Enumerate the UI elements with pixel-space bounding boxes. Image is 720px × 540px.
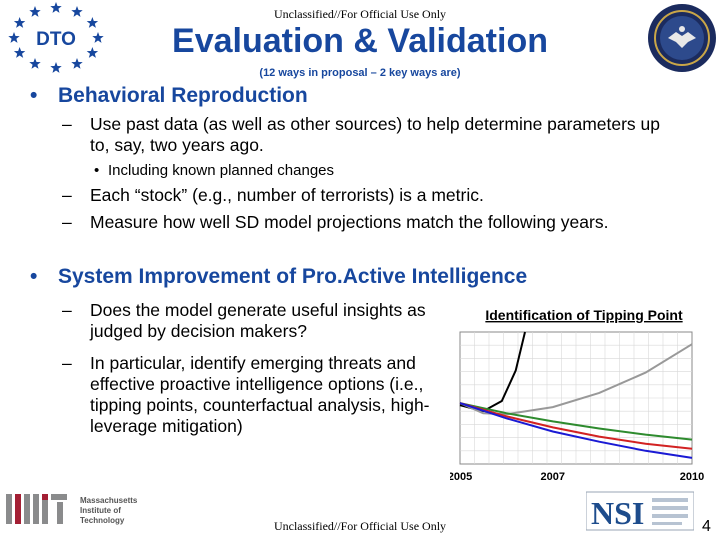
chart-title: Identification of Tipping Point: [485, 307, 683, 323]
bullet-icon: •: [30, 265, 38, 288]
star-icon: [13, 17, 26, 28]
dto-logo: DTO: [8, 2, 104, 73]
x-tick-label: 2005: [450, 471, 472, 483]
series-line-4: [459, 402, 693, 450]
dash-bullet-icon: –: [62, 185, 72, 205]
dash-bullet-icon: –: [62, 114, 72, 134]
star-icon: [13, 47, 26, 58]
mit-logo-line3: Technology: [80, 516, 125, 525]
star-icon: [86, 17, 99, 28]
star-icon: [8, 32, 20, 43]
mit-logo-line1: Massachusetts: [80, 496, 138, 505]
series-line-3: [459, 402, 693, 441]
star-icon: [92, 32, 104, 43]
star-icon: [71, 6, 83, 17]
dto-logo-text: DTO: [36, 29, 76, 50]
x-tick-label: 2010: [680, 471, 704, 483]
section-heading: Behavioral Reproduction: [58, 84, 308, 107]
list-item-text: Use past data (as well as other sources)…: [90, 114, 661, 155]
sub-list-item-text: Including known planned changes: [108, 162, 335, 179]
dash-bullet-icon: –: [62, 212, 72, 232]
series-line-5: [459, 402, 693, 459]
star-icon: [50, 2, 62, 13]
mit-logo: Massachusetts Institute of Technology: [6, 494, 138, 525]
classification-footer: Unclassified//For Official Use Only: [273, 519, 447, 533]
dash-bullet-icon: –: [62, 300, 72, 320]
page-number: 4: [702, 518, 711, 535]
star-icon: [29, 58, 41, 69]
star-icon: [86, 47, 99, 58]
series-line-2: [459, 343, 693, 416]
x-tick-label: 2007: [541, 471, 565, 483]
dash-bullet-icon: –: [62, 353, 72, 373]
list-item-text: Measure how well SD model projections ma…: [90, 212, 609, 232]
star-icon: [50, 62, 62, 73]
list-item-text: In particular, identify emerging threats…: [90, 353, 430, 436]
nsi-logo-text: NSI: [591, 495, 644, 531]
list-item-text: Does the model generate useful insights …: [90, 300, 426, 341]
star-icon: [29, 6, 41, 17]
slide-title: Evaluation & Validation: [172, 22, 548, 60]
section-heading: System Improvement of Pro.Active Intelli…: [58, 265, 528, 288]
classification-header: Unclassified//For Official Use Only: [273, 7, 447, 21]
chart-svg: Identification of Tipping Point 2005 2007…: [448, 307, 704, 483]
mit-logo-line2: Institute of: [80, 506, 121, 515]
nsi-logo: NSI: [586, 491, 694, 531]
star-icon: [71, 58, 83, 69]
dod-seal-logo: [648, 4, 716, 72]
bullet-icon: •: [94, 162, 100, 179]
slide-subtitle: (12 ways in proposal – 2 key ways are): [259, 67, 461, 79]
list-item-text: Each “stock” (e.g., number of terrorists…: [90, 185, 484, 205]
tipping-point-chart: Identification of Tipping Point 2005 2007…: [448, 300, 720, 490]
bullet-icon: •: [30, 84, 38, 107]
